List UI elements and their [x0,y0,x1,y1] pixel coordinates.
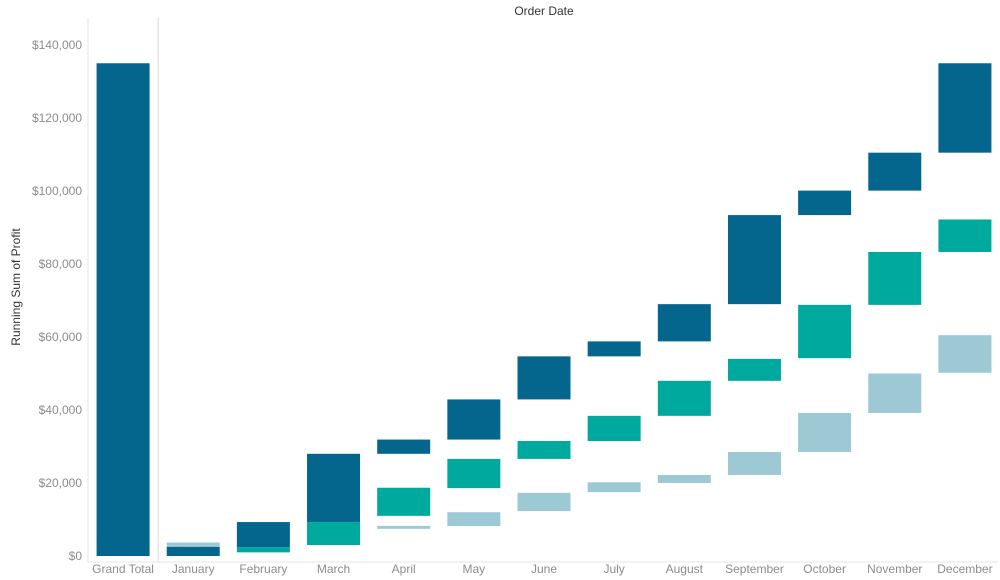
bar-segment [236,547,290,553]
bar-segment [657,380,711,416]
bar-segment [447,458,501,489]
bar-segment [166,546,220,556]
y-tick-label: $40,000 [39,403,83,417]
x-tick-label: May [463,562,486,576]
bar-segment [657,474,711,483]
bar-segment [868,251,922,305]
y-tick-label: $140,000 [32,38,82,52]
bars [96,63,992,556]
bar-segment [798,412,852,452]
grand-total-bar [96,63,150,556]
bar-segment [587,415,641,442]
bar-segment [727,358,781,381]
y-tick-label: $0 [69,549,83,563]
bar-segment [377,487,431,516]
y-tick-label: $100,000 [32,184,82,198]
bar-segment [868,152,922,191]
bar-segment [587,482,641,493]
bar-segment [447,399,501,440]
chart-title: Order Date [514,4,574,18]
x-tick-label-grand-total: Grand Total [92,562,154,576]
bar-segment [236,522,290,548]
bar-segment [517,356,571,400]
x-tick-label: October [803,562,846,576]
y-tick-label: $80,000 [39,257,83,271]
bar-segment [727,451,781,475]
bar-segment [377,439,431,454]
y-axis-title: Running Sum of Profit [9,228,23,346]
x-tick-label: November [867,562,922,576]
bar-segment [166,542,220,547]
x-tick-label: February [239,562,287,576]
bar-segment [727,215,781,305]
x-tick-label: July [603,562,624,576]
bar-segment [307,453,361,523]
bar-segment [868,373,922,413]
bar-segment [798,190,852,216]
x-tick-label: June [531,562,557,576]
bar-segment [377,525,431,529]
x-tick-label: December [937,562,992,576]
bar-segment [587,341,641,357]
bar-segment [517,492,571,512]
bar-segment [938,63,992,153]
x-tick-label: April [392,562,416,576]
x-axis-labels: Grand Total January February March April May J… [92,562,992,576]
bar-segment [938,219,992,252]
x-tick-label: September [725,562,784,576]
x-tick-label: January [172,562,215,576]
bar-segment [657,304,711,342]
bar-segment [447,512,501,527]
y-tick-label: $20,000 [39,476,83,490]
y-axis-ticks: $0 $20,000 $40,000 $60,000 $80,000 $100,000 $1… [32,38,82,563]
bar-segment [798,304,852,359]
bar-segment [517,441,571,459]
bar-segment [938,335,992,373]
x-tick-label: August [666,562,704,576]
axes [87,18,998,563]
y-tick-label: $120,000 [32,111,82,125]
bar-segment [307,522,361,546]
x-tick-label: March [317,562,350,576]
y-tick-label: $60,000 [39,330,83,344]
